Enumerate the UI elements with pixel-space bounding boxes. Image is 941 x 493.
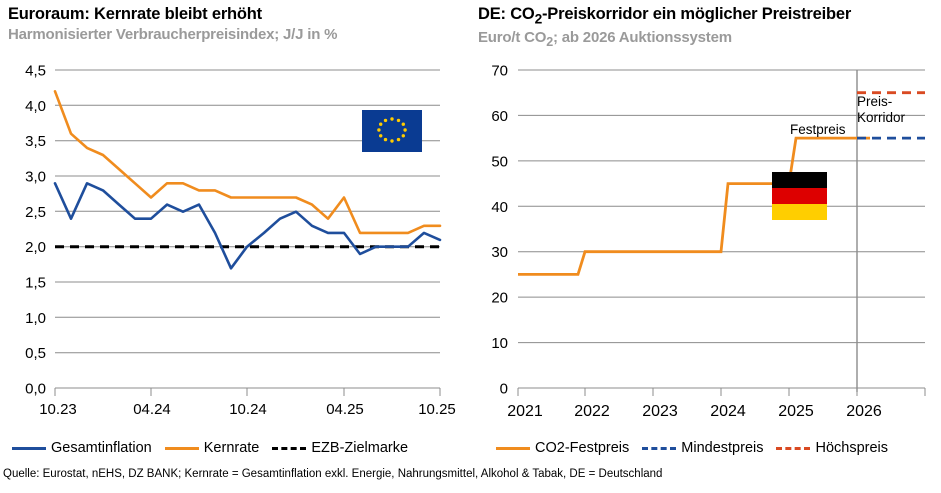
left-x-axis-labels: 10.23 04.24 10.24 04.25 10.25 — [39, 401, 456, 418]
x-tick-label: 04.25 — [326, 401, 364, 418]
y-tick-label: 4,0 — [25, 98, 46, 115]
legend-label: EZB-Zielmarke — [311, 440, 409, 456]
legend-swatch-solid-blue-icon — [12, 446, 46, 450]
left-x-axis-ticks — [54, 388, 441, 396]
y-tick-label: 4,5 — [25, 63, 46, 80]
x-tick-label: 2024 — [710, 403, 746, 420]
legend-item-hoechspreis: Höchspreis — [776, 440, 888, 456]
right-plot-area: 70 60 50 40 30 20 10 0 — [470, 56, 940, 426]
right-chart-panel: DE: CO2-Preiskorridor ein möglicher Prei… — [470, 0, 940, 430]
legend-label: Kernrate — [203, 440, 260, 456]
y-tick-label: 20 — [491, 290, 508, 307]
annotation-preis-korridor: Preis- Korridor — [857, 94, 905, 125]
y-tick-label: 30 — [491, 244, 508, 261]
left-chart-title: Euroraum: Kernrate bleibt erhöht — [8, 5, 262, 23]
legend-label: Gesamtinflation — [51, 440, 152, 456]
de-flag-icon — [772, 172, 827, 220]
annotation-preis-korridor-line1: Preis- — [857, 94, 893, 109]
y-tick-label: 50 — [491, 153, 508, 170]
y-tick-label: 1,0 — [25, 310, 46, 327]
right-chart-subtitle: Euro/t CO2; ab 2026 Auktionssystem — [470, 26, 940, 50]
right-chart-title: DE: CO2-Preiskorridor ein möglicher Prei… — [470, 0, 940, 26]
legend-swatch-solid-orange-icon — [164, 446, 199, 450]
legend-item-kernrate: Kernrate — [164, 440, 260, 456]
legend-item-gesamtinflation: Gesamtinflation — [12, 440, 152, 456]
de-flag-gold-band — [772, 204, 827, 220]
legend-row: Gesamtinflation Kernrate EZB-Zielmarke C… — [0, 434, 941, 462]
right-x-axis-ticks — [517, 388, 926, 396]
legend-swatch-dashed-black-icon — [272, 446, 307, 450]
y-tick-label: 0,0 — [25, 381, 46, 398]
series-kernrate — [53, 89, 442, 235]
left-y-axis-labels: 4,5 4,0 3,5 3,0 2,5 2,0 1,5 1,0 0,5 0,0 — [25, 63, 46, 398]
legend-item-ezb-zielmarke: EZB-Zielmarke — [272, 440, 408, 456]
x-tick-label: 2026 — [846, 403, 882, 420]
left-chart-subtitle: Harmonisierter Verbraucherpreisindex; J/… — [8, 26, 338, 44]
right-chart-subtitle-part2: ; ab 2026 Auktionssystem — [552, 29, 732, 47]
x-tick-label: 10.23 — [39, 401, 77, 418]
y-tick-label: 60 — [491, 108, 508, 125]
legend-label: Mindestpreis — [681, 440, 764, 456]
series-co2-festpreis — [518, 136, 870, 276]
y-tick-label: 0,5 — [25, 345, 46, 362]
right-chart-subtitle-subscript: 2 — [546, 35, 553, 50]
left-plot-area: 4,5 4,0 3,5 3,0 2,5 2,0 1,5 1,0 0,5 0,0 — [0, 56, 470, 426]
x-tick-label: 2023 — [642, 403, 678, 420]
x-tick-label: 2025 — [778, 403, 814, 420]
right-chart-title-part1: DE: CO — [478, 5, 535, 23]
y-tick-label: 2,0 — [25, 239, 46, 256]
left-plot-svg: 4,5 4,0 3,5 3,0 2,5 2,0 1,5 1,0 0,5 0,0 — [25, 63, 456, 419]
right-chart-title-part2: -Preiskorridor ein möglicher Preistreibe… — [542, 5, 852, 23]
de-flag-red-band — [772, 188, 827, 204]
legend-right-group: CO2-Festpreis Mindestpreis Höchspreis — [496, 434, 888, 462]
annotation-preis-korridor-line2: Korridor — [857, 109, 906, 125]
y-tick-label: 1,5 — [25, 275, 46, 292]
x-tick-label: 10.25 — [418, 401, 456, 418]
x-tick-label: 2021 — [507, 403, 543, 420]
legend-left-group: Gesamtinflation Kernrate EZB-Zielmarke — [12, 434, 408, 462]
y-tick-label: 10 — [491, 335, 508, 352]
x-tick-label: 10.24 — [229, 401, 267, 418]
y-tick-label: 3,5 — [25, 133, 46, 150]
de-flag-black-band — [772, 172, 827, 188]
legend-item-mindestpreis: Mindestpreis — [642, 440, 763, 456]
eu-stars-icon — [377, 117, 407, 143]
y-tick-label: 0 — [500, 381, 508, 398]
eu-flag-icon — [362, 110, 422, 152]
y-tick-label: 40 — [491, 199, 508, 216]
legend-swatch-solid-orange-icon — [496, 446, 530, 450]
legend-swatch-dashed-blue-icon — [642, 446, 677, 450]
legend-item-co2-festpreis: CO2-Festpreis — [496, 440, 629, 456]
y-tick-label: 3,0 — [25, 169, 46, 186]
x-tick-label: 2022 — [574, 403, 610, 420]
left-chart-panel: Euroraum: Kernrate bleibt erhöht Harmoni… — [0, 0, 470, 430]
series-gesamtinflation — [53, 182, 442, 270]
y-tick-label: 70 — [491, 63, 508, 80]
x-tick-label: 04.24 — [133, 401, 171, 418]
annotation-festpreis: Festpreis — [790, 122, 846, 137]
legend-label: Höchspreis — [815, 440, 889, 456]
right-chart-title-subscript: 2 — [534, 11, 543, 27]
y-tick-label: 2,5 — [25, 204, 46, 221]
legend-swatch-dashed-red-icon — [776, 446, 811, 450]
right-plot-svg: 70 60 50 40 30 20 10 0 — [491, 63, 926, 420]
right-x-axis-labels: 2021 2022 2023 2024 2025 2026 — [507, 403, 882, 420]
source-note: Quelle: Eurostat, nEHS, DZ BANK; Kernrat… — [3, 468, 663, 480]
right-chart-subtitle-part1: Euro/t CO — [478, 29, 547, 47]
legend-label: CO2-Festpreis — [535, 440, 630, 456]
right-y-axis-labels: 70 60 50 40 30 20 10 0 — [491, 63, 508, 398]
